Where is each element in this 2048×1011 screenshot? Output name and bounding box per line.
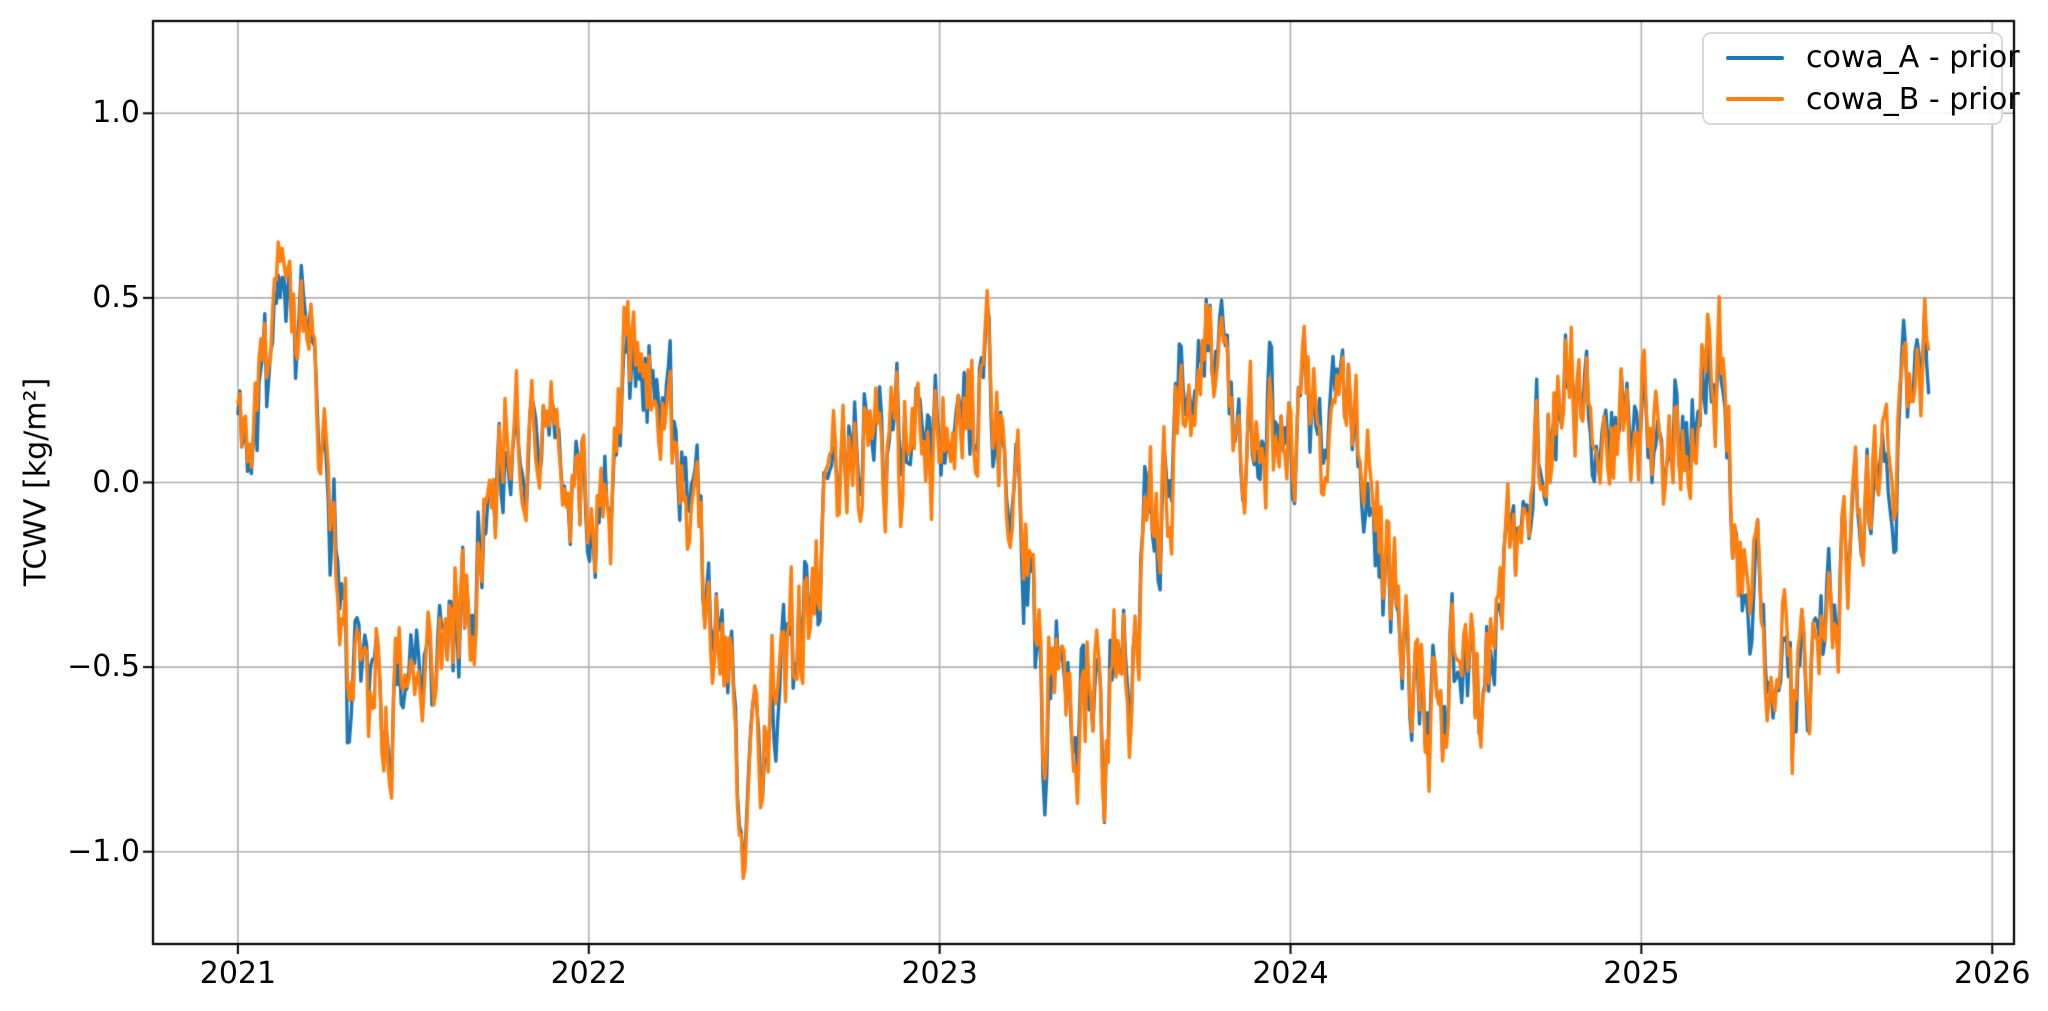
legend-line-sample-cowa-a-icon	[1726, 55, 1784, 60]
x-tick-label: 2024	[1252, 956, 1329, 991]
legend-item-cowa-b: cowa_B - prior	[1726, 82, 2020, 117]
x-tick-label: 2026	[1954, 956, 2031, 991]
x-tick-label: 2025	[1603, 956, 1680, 991]
legend: cowa_A - prior cowa_B - prior	[1702, 32, 2020, 125]
legend-label-cowa-a: cowa_A - prior	[1806, 40, 2020, 76]
y-tick-label: 0.0	[92, 464, 140, 500]
y-tick-label: 0.5	[92, 279, 140, 315]
legend-line-sample-cowa-b-icon	[1726, 97, 1784, 102]
x-tick-label: 2023	[901, 956, 978, 991]
x-tick-label: 2021	[199, 956, 277, 991]
y-tick-label: −1.0	[67, 833, 140, 869]
legend-label-cowa-b: cowa_B - prior	[1806, 81, 2020, 117]
y-tick-label: 1.0	[92, 95, 140, 131]
x-tick-label: 2022	[550, 956, 627, 991]
legend-item-cowa-a: cowa_A - prior	[1726, 40, 2020, 75]
y-tick-label: −0.5	[67, 649, 140, 685]
